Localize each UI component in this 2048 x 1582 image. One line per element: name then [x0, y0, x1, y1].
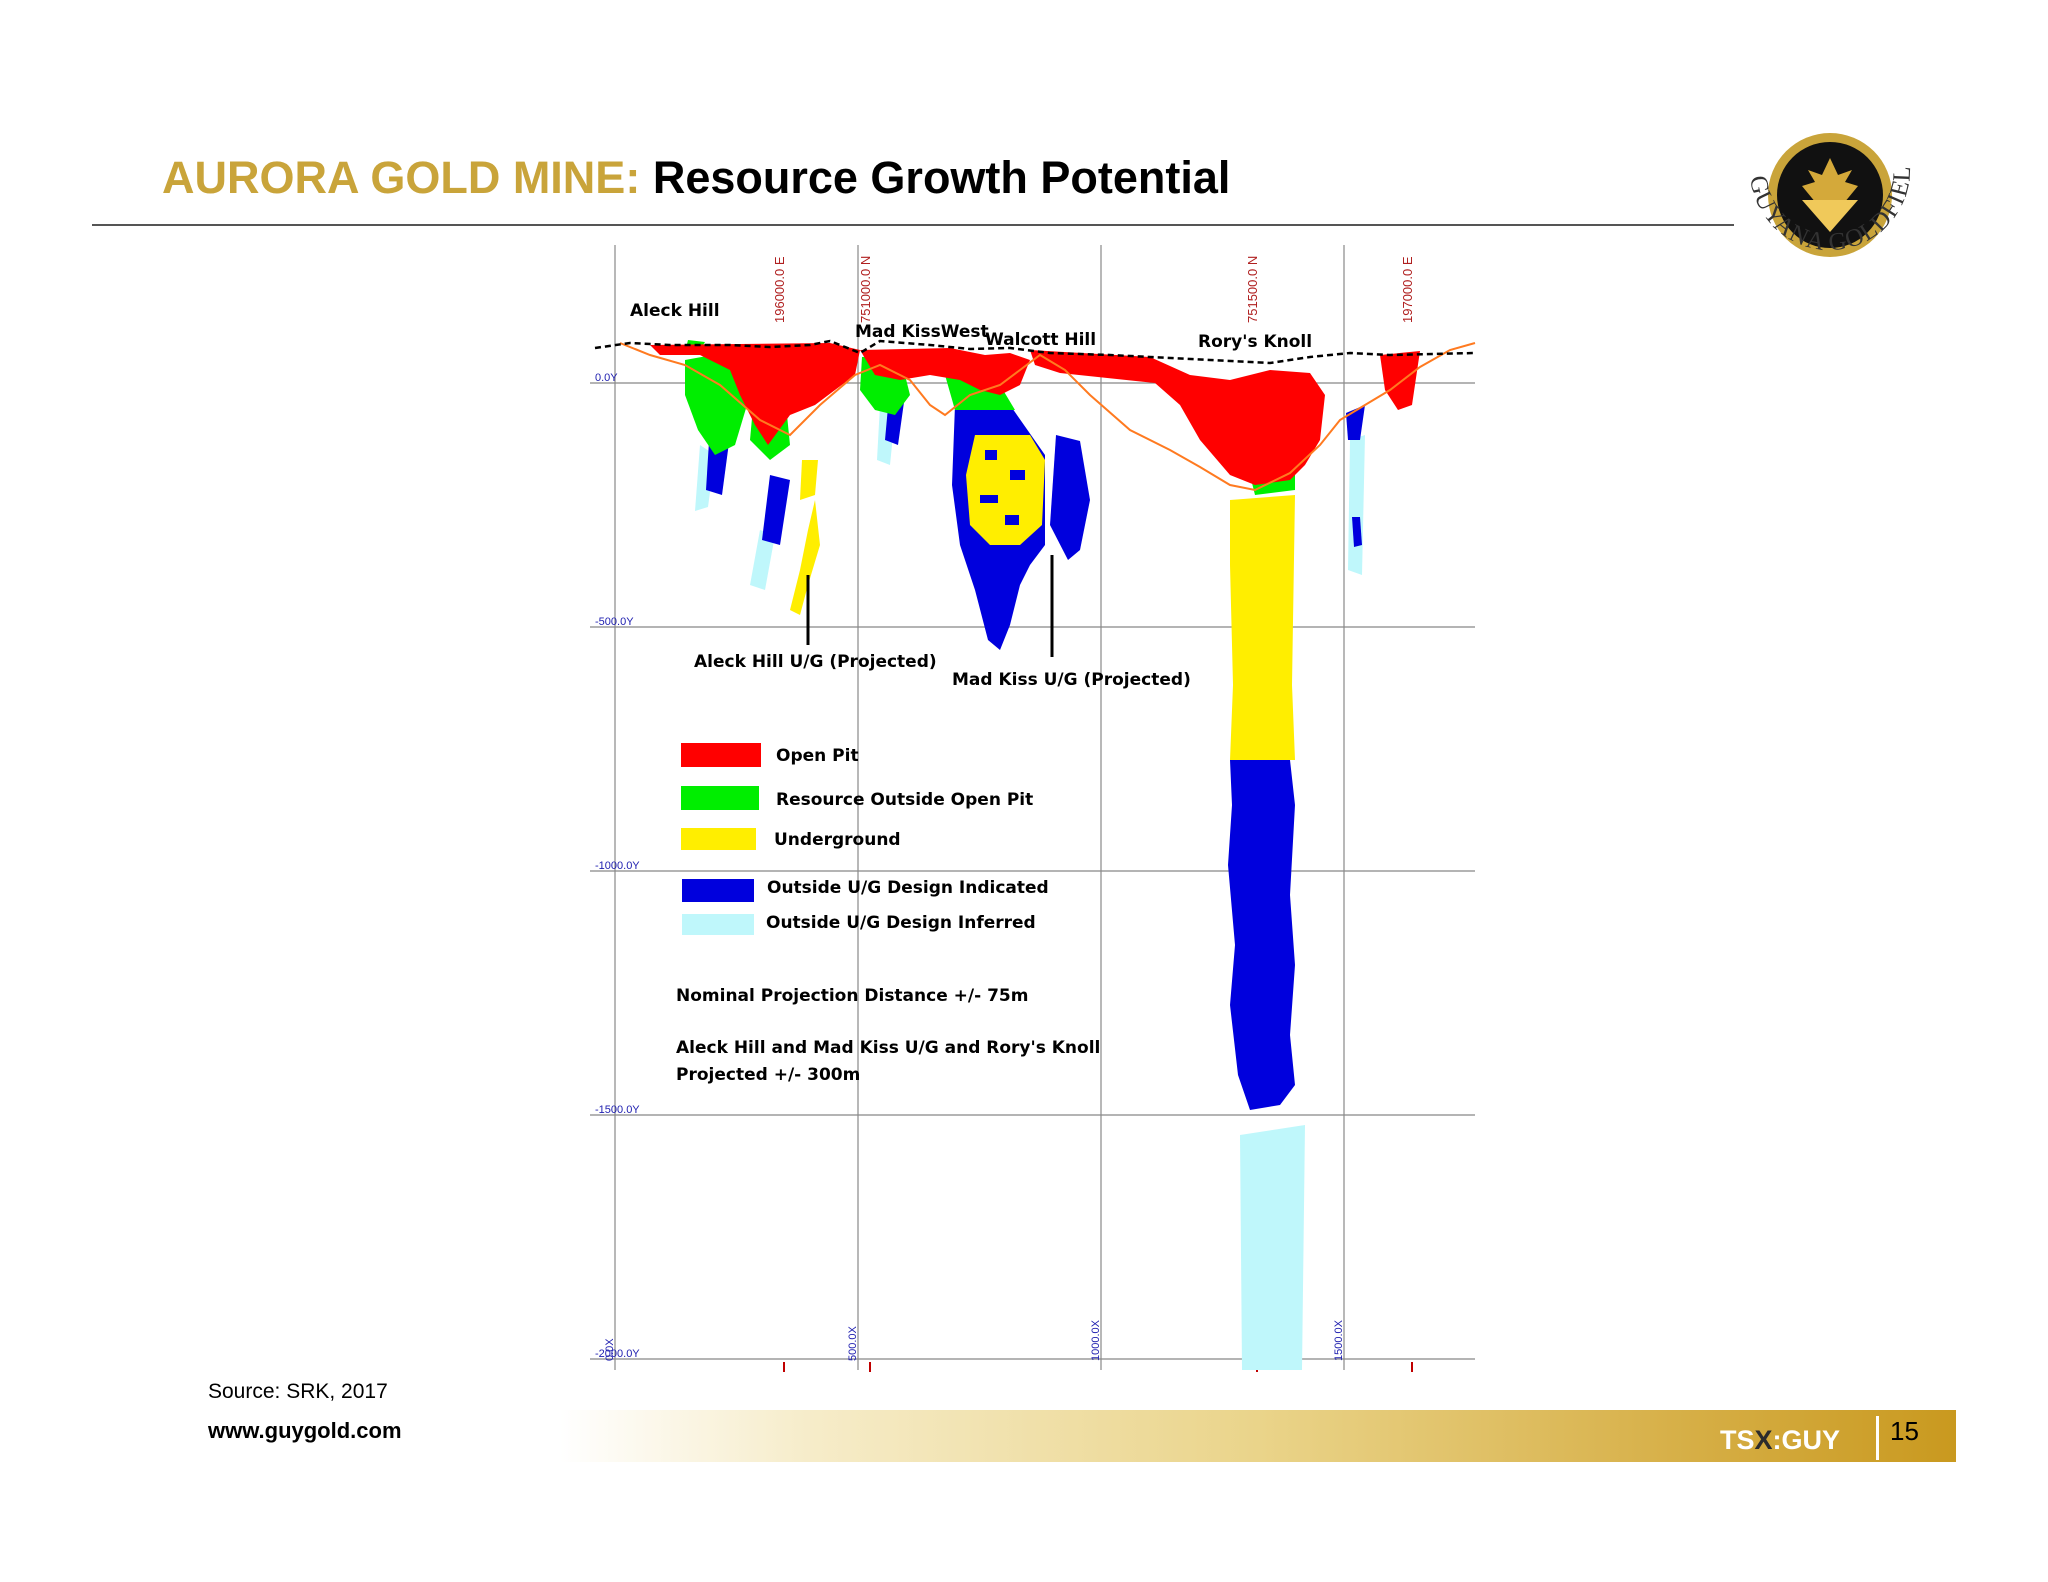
- note-projected-line-1: Aleck Hill and Mad Kiss U/G and Rory's K…: [676, 1038, 1100, 1058]
- title-accent: AURORA GOLD MINE:: [162, 152, 641, 203]
- easting-label-1000: 1000.0X: [1090, 1319, 1102, 1361]
- legend-swatch-inferred: [682, 914, 754, 935]
- title-main: Resource Growth Potential: [652, 152, 1231, 203]
- maple-leaf-icon: [1802, 158, 1858, 220]
- level-label-2000: -2000.0Y: [595, 1348, 640, 1360]
- stock-ticker: TSX:GUY: [1720, 1420, 1840, 1460]
- easting-label-1500: 1500.0X: [1333, 1319, 1345, 1361]
- callout-mad-kiss-ug: Mad Kiss U/G (Projected): [952, 670, 1191, 690]
- legend-swatch-open-pit: [681, 743, 761, 767]
- ticker-separator: [1876, 1416, 1879, 1460]
- grid-label-top-4: 197000.0 E: [1400, 256, 1415, 323]
- legend-label-open-pit: Open Pit: [776, 746, 859, 766]
- easting-label-500: 500.0X: [847, 1325, 859, 1361]
- legend-label-indicated: Outside U/G Design Indicated: [767, 878, 1049, 898]
- legend-label-outside-pit: Resource Outside Open Pit: [776, 790, 1033, 810]
- legend-swatch-underground: [681, 828, 756, 850]
- indicated-patches: [980, 450, 1025, 525]
- topography-line: [594, 339, 1476, 365]
- underground-bodies: [790, 435, 1295, 760]
- source-citation: Source: SRK, 2017: [208, 1380, 388, 1403]
- note-projected-line-2: Projected +/- 300m: [676, 1065, 860, 1085]
- grid-ticks: [783, 1362, 1413, 1372]
- grid-label-top-1: 196000.0 E: [772, 256, 787, 323]
- deposit-label-aleck-hill: Aleck Hill: [630, 301, 720, 321]
- gold-nugget-icon: [1802, 200, 1858, 232]
- title-divider: [92, 224, 1734, 226]
- deposit-label-walcott-hill: Walcott Hill: [985, 330, 1096, 350]
- deposit-label-mad-kiss-west: Mad KissWest: [855, 322, 989, 342]
- slide-title: AURORA GOLD MINE: Resource Growth Potent…: [162, 150, 1230, 206]
- legend-swatch-indicated: [682, 879, 754, 902]
- note-projection-distance: Nominal Projection Distance +/- 75m: [676, 986, 1028, 1006]
- legend-swatch-outside-pit: [681, 786, 759, 810]
- level-label-1500: -1500.0Y: [595, 1104, 640, 1116]
- deposit-label-rorys-knoll: Rory's Knoll: [1198, 332, 1312, 352]
- level-label-1000: -1000.0Y: [595, 860, 640, 872]
- ticker-exchange-a: TS: [1720, 1425, 1755, 1455]
- grid-label-top-2: 751000.0 N: [858, 256, 873, 323]
- ticker-exchange-x: X: [1754, 1425, 1773, 1455]
- footer-gold-band: [560, 1410, 1956, 1462]
- company-logo: GUYANA GOLDFIELDS INC.: [1720, 120, 1915, 257]
- grid-label-top-3: 751500.0 N: [1245, 256, 1260, 323]
- level-label-500: -500.0Y: [595, 616, 634, 628]
- website-link[interactable]: www.guygold.com: [208, 1418, 402, 1443]
- level-label-0: 0.0Y: [595, 372, 618, 384]
- open-pit-bodies: [650, 343, 1420, 485]
- callout-aleck-hill-ug: Aleck Hill U/G (Projected): [694, 652, 937, 672]
- legend-label-inferred: Outside U/G Design Inferred: [766, 913, 1036, 933]
- ticker-symbol: :GUY: [1772, 1425, 1841, 1455]
- page-number: 15: [1890, 1416, 1919, 1446]
- legend-label-underground: Underground: [774, 830, 901, 850]
- long-section-diagram: 196000.0 E 751000.0 N 751500.0 N 197000.…: [590, 245, 1476, 1372]
- easting-label-0: 0.0X: [604, 1338, 616, 1361]
- legend: Open Pit Resource Outside Open Pit Under…: [681, 743, 1049, 935]
- pit-shell-outline: [619, 342, 1476, 492]
